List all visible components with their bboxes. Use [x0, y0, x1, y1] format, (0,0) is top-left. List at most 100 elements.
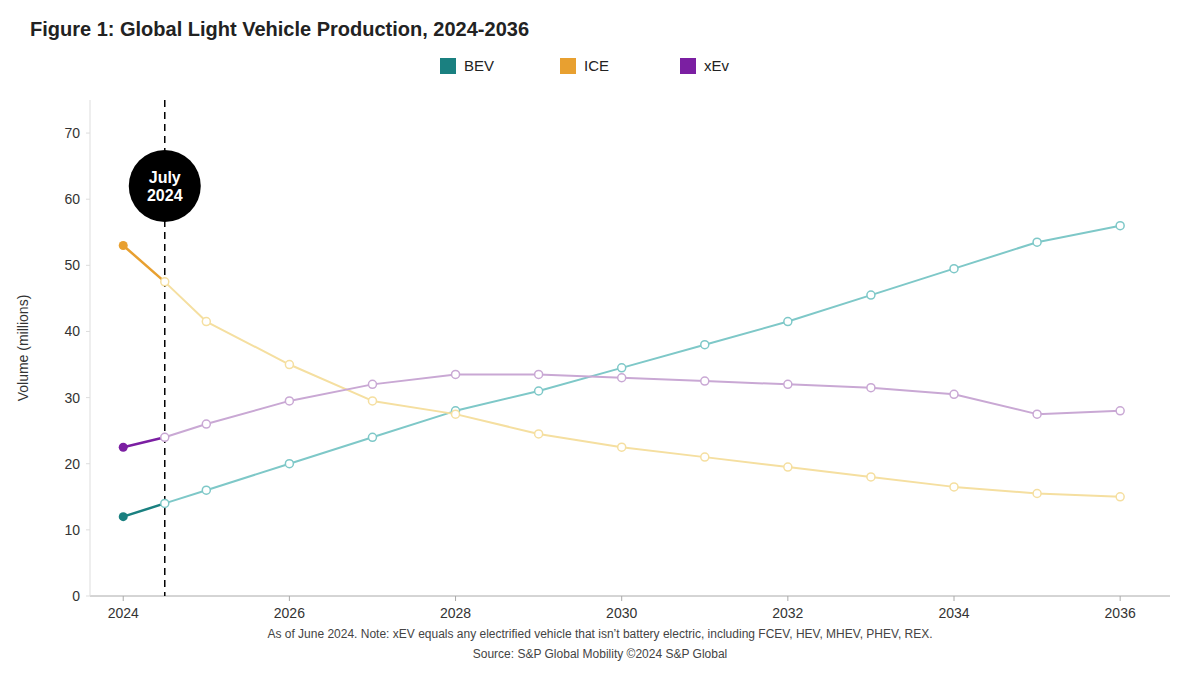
legend-label: xEv — [704, 57, 730, 74]
series-line — [123, 437, 165, 447]
y-axis-label: Volume (millions) — [15, 295, 31, 402]
series-marker — [452, 370, 460, 378]
y-tick — [86, 463, 90, 464]
series-marker — [1116, 407, 1124, 415]
series-marker — [202, 318, 210, 326]
series-marker — [535, 370, 543, 378]
series — [161, 222, 1124, 508]
series-marker — [285, 397, 293, 405]
series-marker — [701, 377, 709, 385]
series-marker — [867, 473, 875, 481]
series-line — [165, 374, 1120, 437]
series-marker — [161, 433, 169, 441]
x-axis-line — [90, 596, 1170, 597]
x-tick-label: 2024 — [108, 605, 139, 621]
series-marker — [368, 433, 376, 441]
y-tick-label: 20 — [64, 456, 80, 472]
series-marker — [161, 499, 169, 507]
series-marker — [618, 364, 626, 372]
annotation-text: July2024 — [147, 169, 183, 204]
footnote: Source: S&P Global Mobility ©2024 S&P Gl… — [473, 647, 728, 661]
series-marker — [368, 380, 376, 388]
y-tick-label: 40 — [64, 323, 80, 339]
background — [0, 0, 1200, 676]
series-marker — [784, 463, 792, 471]
series-marker — [119, 443, 128, 452]
series-marker — [452, 410, 460, 418]
x-tick — [289, 596, 290, 601]
legend-swatch — [560, 58, 576, 74]
y-axis-line — [90, 100, 91, 596]
annotation-circle — [129, 150, 201, 222]
series-line — [123, 503, 165, 516]
legend-swatch — [440, 58, 456, 74]
series-marker — [867, 291, 875, 299]
y-tick — [86, 199, 90, 200]
title: Figure 1: Global Light Vehicle Productio… — [30, 18, 529, 40]
x-tick — [787, 596, 788, 601]
footnote: As of June 2024. Note: xEV equals any el… — [267, 627, 932, 641]
series-marker — [701, 453, 709, 461]
series-marker — [535, 430, 543, 438]
x-tick — [1120, 596, 1121, 601]
x-tick-label: 2036 — [1105, 605, 1136, 621]
y-tick — [86, 331, 90, 332]
series-marker — [119, 512, 128, 521]
y-tick-label: 60 — [64, 191, 80, 207]
y-tick-label: 0 — [72, 588, 80, 604]
y-tick — [86, 397, 90, 398]
series-marker — [618, 374, 626, 382]
y-tick — [86, 596, 90, 597]
axes: 2024202620282030203220342036010203040506… — [64, 100, 1170, 621]
series-marker — [202, 486, 210, 494]
series-line — [123, 245, 165, 281]
legend-swatch — [680, 58, 696, 74]
series — [161, 278, 1124, 501]
x-tick-label: 2032 — [772, 605, 803, 621]
series-marker — [285, 361, 293, 369]
series-line — [165, 282, 1120, 497]
series-marker — [119, 241, 128, 250]
series-marker — [202, 420, 210, 428]
annotation-line: July — [149, 169, 181, 186]
y-tick — [86, 265, 90, 266]
x-tick — [455, 596, 456, 601]
x-tick-label: 2034 — [938, 605, 969, 621]
series-marker — [701, 341, 709, 349]
series-line — [165, 226, 1120, 504]
y-tick — [86, 133, 90, 134]
series-marker — [784, 380, 792, 388]
page: {"chart_data": { "type": "line", "title"… — [0, 0, 1200, 676]
series-marker — [1116, 222, 1124, 230]
legend: BEV ICE xEv — [440, 57, 730, 74]
series-marker — [1116, 493, 1124, 501]
series-marker — [784, 318, 792, 326]
y-tick-label: 70 — [64, 125, 80, 141]
x-tick-label: 2030 — [606, 605, 637, 621]
x-tick-label: 2028 — [440, 605, 471, 621]
series-marker — [950, 265, 958, 273]
annotation-texts: July2024 — [147, 169, 183, 204]
series — [161, 370, 1124, 441]
series-marker — [1033, 489, 1041, 497]
series-marker — [161, 278, 169, 286]
series-marker — [535, 387, 543, 395]
x-tick — [954, 596, 955, 601]
legend-label: ICE — [584, 57, 609, 74]
series-marker — [1033, 410, 1041, 418]
legend-label: BEV — [464, 57, 494, 74]
series-marker — [950, 390, 958, 398]
y-tick-label: 30 — [64, 390, 80, 406]
y-tick-label: 50 — [64, 257, 80, 273]
series-marker — [368, 397, 376, 405]
series — [119, 437, 165, 451]
series-marker — [1033, 238, 1041, 246]
series-marker — [950, 483, 958, 491]
x-tick-label: 2026 — [274, 605, 305, 621]
series — [119, 503, 165, 521]
y-tick-label: 10 — [64, 522, 80, 538]
chart: Figure 1: Global Light Vehicle Productio… — [0, 0, 1200, 676]
x-tick — [123, 596, 124, 601]
series — [119, 241, 165, 282]
series-marker — [285, 460, 293, 468]
